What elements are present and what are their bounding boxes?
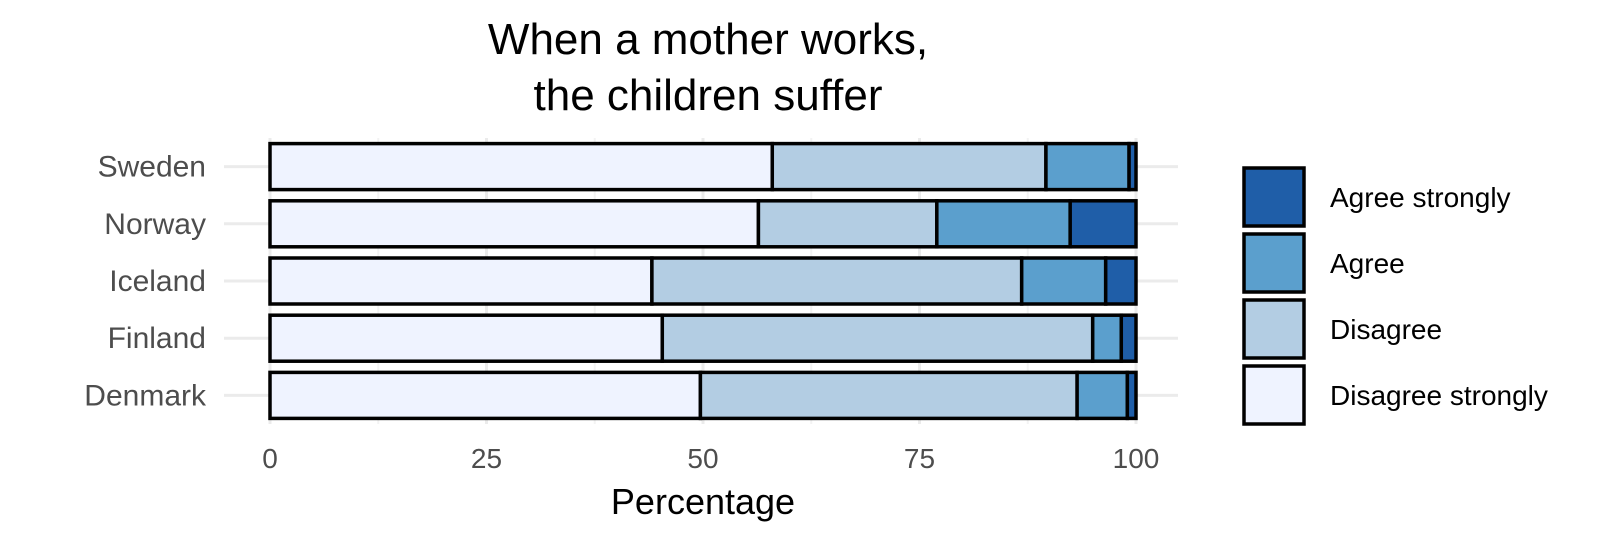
category-label-finland: Finland <box>108 322 206 355</box>
x-tick-label: 25 <box>471 443 502 474</box>
chart-legend: Agree strongly Agree Disagree Disagree stro… <box>1242 166 1548 426</box>
bar-finland-agree <box>1090 313 1124 363</box>
chart-bars <box>268 141 1138 421</box>
chart-title: When a mother works, the children suffer <box>488 15 928 120</box>
bar-iceland-agree-strongly <box>1103 256 1138 306</box>
legend-key-agree-strongly <box>1242 166 1306 228</box>
bar-finland-agree-strongly <box>1119 313 1138 363</box>
x-tick-label: 75 <box>904 443 935 474</box>
bar-norway-disagree <box>756 199 939 249</box>
legend-key-disagree-strongly <box>1242 364 1306 426</box>
bar-denmark-disagree-strongly <box>268 370 703 421</box>
bar-denmark-disagree <box>698 370 1079 421</box>
category-label-iceland: Iceland <box>109 265 206 298</box>
bar-sweden-disagree <box>770 141 1048 192</box>
chart-title-line-2: the children suffer <box>534 71 883 120</box>
legend-label-disagree-strongly: Disagree strongly <box>1330 380 1548 411</box>
bar-sweden-agree-strongly <box>1127 141 1138 192</box>
legend-label-disagree: Disagree <box>1330 314 1442 345</box>
x-tick-label: 50 <box>687 443 718 474</box>
bar-iceland-disagree <box>650 256 1024 306</box>
bar-norway-agree <box>935 199 1072 249</box>
x-tick-label: 0 <box>262 443 278 474</box>
category-label-norway: Norway <box>104 208 206 241</box>
bar-norway-agree-strongly <box>1068 199 1138 249</box>
x-axis-tick-labels: 0 25 50 75 100 <box>262 443 1159 474</box>
bar-finland-disagree <box>660 313 1095 363</box>
chart-title-line-1: When a mother works, <box>488 15 928 64</box>
legend-label-agree-strongly: Agree strongly <box>1330 182 1511 213</box>
bar-finland-disagree-strongly <box>268 313 665 363</box>
category-label-sweden: Sweden <box>98 151 206 184</box>
bar-denmark-agree-strongly <box>1125 370 1138 421</box>
legend-key-disagree <box>1242 298 1306 360</box>
bar-sweden-disagree-strongly <box>268 141 775 192</box>
category-label-denmark: Denmark <box>84 379 207 412</box>
legend-label-agree: Agree <box>1330 248 1405 279</box>
category-axis-labels: Sweden Norway Iceland Finland Denmark <box>84 151 207 413</box>
bar-iceland-agree <box>1019 256 1108 306</box>
legend-key-agree <box>1242 232 1306 294</box>
bar-sweden-agree <box>1044 141 1131 192</box>
bar-norway-disagree-strongly <box>268 199 761 249</box>
x-axis-title: Percentage <box>611 481 795 522</box>
bar-denmark-agree <box>1075 370 1130 421</box>
x-tick-label: 100 <box>1113 443 1160 474</box>
bar-iceland-disagree-strongly <box>268 256 654 306</box>
